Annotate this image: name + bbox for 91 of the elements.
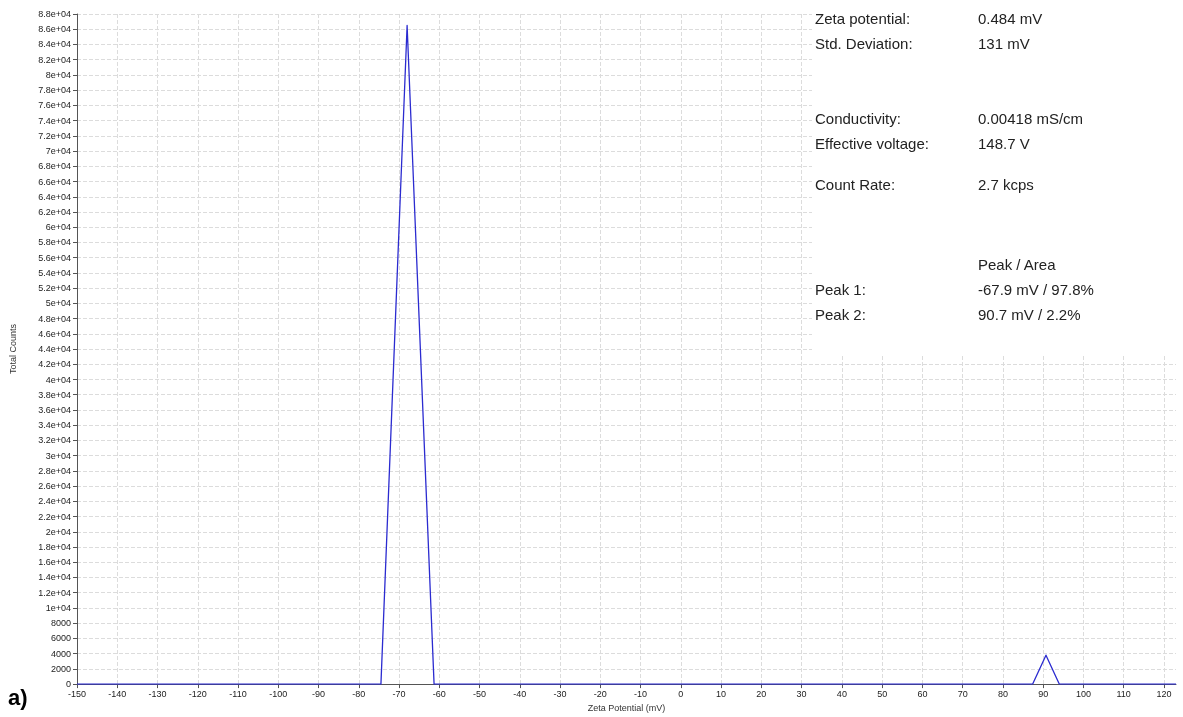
y-tick-label: 8e+04 (45, 69, 71, 80)
y-tick-label: 3e+04 (45, 450, 71, 461)
y-tick-label: 7.6e+04 (38, 100, 71, 111)
text: a) (8, 685, 28, 711)
y-tick-label: 2.2e+04 (38, 511, 71, 522)
x-tick-label: 20 (756, 688, 767, 699)
annotation: 90.7 mV / 2.2% (978, 306, 1081, 323)
y-tick-label: 7.2e+04 (38, 130, 71, 141)
annotation: 148.7 V (978, 135, 1030, 152)
y-axis-title: Total Counts (7, 323, 18, 375)
x-axis-title: Zeta Potential (mV) (587, 702, 666, 713)
y-tick-label: 8.8e+04 (38, 9, 71, 19)
x-tick-label: 120 (1156, 688, 1172, 699)
y-tick-label: 3.8e+04 (38, 389, 71, 400)
y-tick-label: 3.2e+04 (38, 435, 71, 446)
x-tick-label: -120 (188, 688, 207, 699)
x-tick-label: 100 (1075, 688, 1091, 699)
y-tick-label: 1.2e+04 (38, 587, 71, 598)
x-tick-label: -40 (513, 688, 527, 699)
y-tick-label: 1e+04 (45, 602, 71, 613)
x-tick-label: -140 (108, 688, 127, 699)
y-tick-label: 7e+04 (45, 146, 71, 157)
annotation: Zeta potential: (815, 10, 911, 27)
y-tick-label: 2.8e+04 (38, 465, 71, 476)
y-tick-label: 6e+04 (45, 222, 71, 233)
y-tick-label: 4.2e+04 (38, 359, 71, 370)
x-tick-label: -80 (352, 688, 366, 699)
annotation: Peak / Area (978, 256, 1056, 273)
x-tick-label: -20 (593, 688, 607, 699)
x-tick-label: -60 (432, 688, 446, 699)
y-tick-label: 8.2e+04 (38, 54, 71, 65)
x-tick-label: -100 (269, 688, 288, 699)
x-tick-label: 50 (877, 688, 888, 699)
x-tick-label: 90 (1038, 688, 1049, 699)
annotation: Effective voltage: (815, 135, 929, 152)
y-tick-label: 5.2e+04 (38, 283, 71, 294)
y-tick-label: 4.4e+04 (38, 344, 71, 355)
annotation: 131 mV (978, 35, 1030, 52)
x-tick-label: 0 (678, 688, 684, 699)
annotation: 0.00418 mS/cm (978, 110, 1084, 127)
y-tick-label: 6.8e+04 (38, 161, 71, 172)
x-tick-label: 30 (796, 688, 807, 699)
x-tick-label: 40 (836, 688, 847, 699)
x-tick-label: 70 (957, 688, 968, 699)
y-tick-label: 6000 (50, 633, 71, 644)
y-tick-label: 5.6e+04 (38, 252, 71, 263)
y-tick-label: 7.4e+04 (38, 115, 71, 126)
y-tick-label: 5e+04 (45, 298, 71, 309)
y-tick-label: 5.8e+04 (38, 237, 71, 248)
y-tick-label: 4.8e+04 (38, 313, 71, 324)
y-tick-label: 8000 (50, 618, 71, 629)
x-tick-label: -70 (392, 688, 406, 699)
annotation: Conductivity: (815, 110, 901, 127)
x-tick-label: -10 (634, 688, 648, 699)
y-tick-label: 1.4e+04 (38, 572, 71, 583)
annotation: Std. Deviation: (815, 35, 913, 52)
y-tick-label: 4000 (50, 648, 71, 659)
x-tick-label: -90 (312, 688, 326, 699)
y-tick-label: 4e+04 (45, 374, 71, 385)
x-tick-label: 110 (1116, 688, 1131, 699)
y-tick-label: 2e+04 (45, 526, 71, 537)
y-tick-label: 2000 (50, 663, 71, 674)
y-tick-label: 7.8e+04 (38, 85, 71, 96)
y-tick-label: 8.4e+04 (38, 39, 71, 50)
y-tick-label: 6.4e+04 (38, 191, 71, 202)
annotation: -67.9 mV / 97.8% (978, 281, 1094, 298)
y-tick-label: 2.6e+04 (38, 481, 71, 492)
y-tick-label: 6.2e+04 (38, 206, 71, 217)
y-tick-label: 3.6e+04 (38, 404, 71, 415)
annotation: 2.7 kcps (978, 176, 1034, 193)
x-tick-label: -110 (229, 688, 247, 699)
y-tick-label: 4.6e+04 (38, 328, 71, 339)
x-tick-label: 10 (716, 688, 727, 699)
annotation: Peak 2: (815, 306, 866, 323)
x-tick-label: -130 (148, 688, 167, 699)
y-tick-label: 8.6e+04 (38, 24, 71, 35)
x-tick-label: -50 (473, 688, 487, 699)
x-tick-label: -30 (553, 688, 567, 699)
x-tick-label: 60 (917, 688, 928, 699)
x-tick-label: -150 (67, 688, 87, 699)
x-tick-label: 80 (997, 688, 1008, 699)
annotation: Peak 1: (815, 281, 866, 298)
y-tick-label: 5.4e+04 (38, 267, 71, 278)
annotation: 0.484 mV (978, 10, 1043, 27)
y-tick-label: 2.4e+04 (38, 496, 71, 507)
y-tick-label: 1.8e+04 (38, 542, 71, 553)
y-tick-label: 6.6e+04 (38, 176, 71, 187)
y-tick-label: 0 (65, 679, 71, 690)
y-tick-label: 3.4e+04 (38, 420, 71, 431)
annotation: Count Rate: (815, 176, 896, 193)
y-tick-label: 1.6e+04 (38, 557, 71, 568)
